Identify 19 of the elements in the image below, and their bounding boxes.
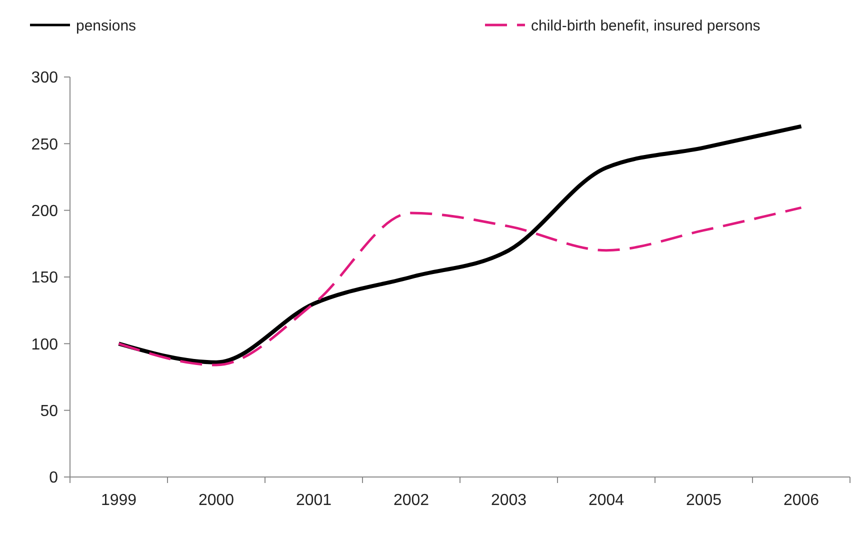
x-tick-label: 2000 (198, 492, 234, 509)
x-tick-label: 1999 (100, 492, 137, 509)
y-tick-label: 100 (31, 336, 58, 354)
y-tick-label: 300 (31, 70, 58, 87)
x-tick-label: 2003 (490, 492, 527, 509)
x-tick-label: 2006 (783, 492, 820, 509)
line-series (116, 124, 804, 364)
x-tick-label: 2001 (296, 492, 332, 509)
x-tick-label: 2002 (393, 492, 430, 509)
legend-label: pensions (76, 17, 136, 34)
x-tick-label: 2004 (588, 492, 624, 509)
x-tick-label: 2005 (686, 492, 722, 509)
y-tick-label: 250 (31, 136, 58, 154)
legend-label: child-birth benefit, insured persons (531, 17, 760, 34)
y-tick-label: 50 (40, 402, 58, 420)
y-tick-label: 150 (31, 270, 58, 287)
y-tick-label: 0 (49, 470, 58, 487)
y-tick-label: 200 (31, 202, 58, 220)
line-series (118, 206, 802, 366)
